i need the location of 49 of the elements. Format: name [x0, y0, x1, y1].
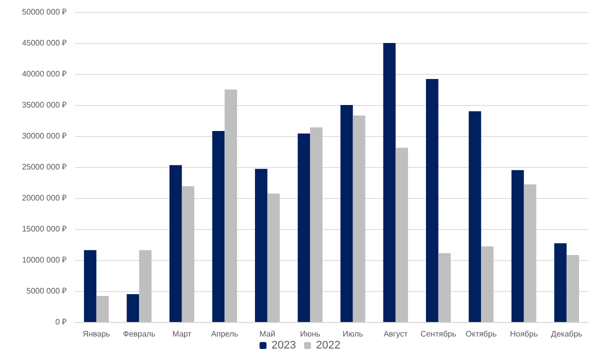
y-tick-label: 20000 000 ₽: [22, 194, 67, 202]
x-tick-label: Август: [384, 330, 408, 338]
y-tick-label: 5000 000 ₽: [26, 286, 67, 296]
bar: [468, 111, 482, 322]
bar: [396, 148, 408, 322]
x-tick-label: Март: [172, 330, 192, 338]
y-tick-label: 0 ₽: [55, 318, 67, 326]
x-tick-label: Июль: [342, 330, 364, 338]
bar: [566, 255, 580, 322]
bar: [84, 250, 96, 322]
bar: [212, 131, 225, 322]
legend-label: 2022: [316, 340, 340, 352]
bar: [96, 296, 109, 322]
x-tick-label: Июнь: [300, 330, 320, 338]
bar: [224, 90, 238, 322]
x-tick-label: Октябрь: [466, 330, 497, 338]
bar: [340, 105, 353, 322]
bar: [126, 294, 140, 322]
bar: [352, 116, 366, 322]
y-tick-label: 15000 000 ₽: [22, 224, 67, 234]
bar: [254, 168, 268, 322]
y-tick-label: 25000 000 ₽: [22, 162, 67, 172]
bar: [267, 194, 280, 322]
bar: [139, 250, 152, 322]
bar: [383, 43, 396, 322]
x-tick-label: Февраль: [122, 330, 156, 338]
y-tick-label: 30000 000 ₽: [22, 132, 67, 140]
x-tick-label: Май: [260, 330, 276, 338]
bar: [298, 134, 310, 322]
y-tick-label: 45000 000 ₽: [22, 38, 67, 48]
y-tick-label: 35000 000 ₽: [22, 100, 67, 110]
bar: [481, 246, 494, 322]
y-tick-label: 50000 000 ₽: [22, 8, 67, 16]
bar: [310, 127, 323, 322]
y-tick-label: 10000 000 ₽: [22, 256, 67, 264]
y-tick-label: 40000 000 ₽: [22, 70, 67, 78]
x-tick-label: Январь: [82, 330, 110, 338]
legend-label: 2023: [272, 340, 296, 352]
x-tick-label: Сентябрь: [420, 330, 456, 338]
bar: [182, 186, 194, 322]
bar: [511, 170, 524, 322]
bar: [554, 243, 567, 322]
x-tick-label: Ноябрь: [510, 330, 538, 338]
bar: [169, 165, 182, 322]
bar: [438, 253, 451, 322]
bar: [426, 78, 438, 322]
x-tick-label: Декабрь: [551, 330, 582, 338]
x-tick-label: Апрель: [211, 330, 238, 338]
bar: [524, 184, 536, 322]
